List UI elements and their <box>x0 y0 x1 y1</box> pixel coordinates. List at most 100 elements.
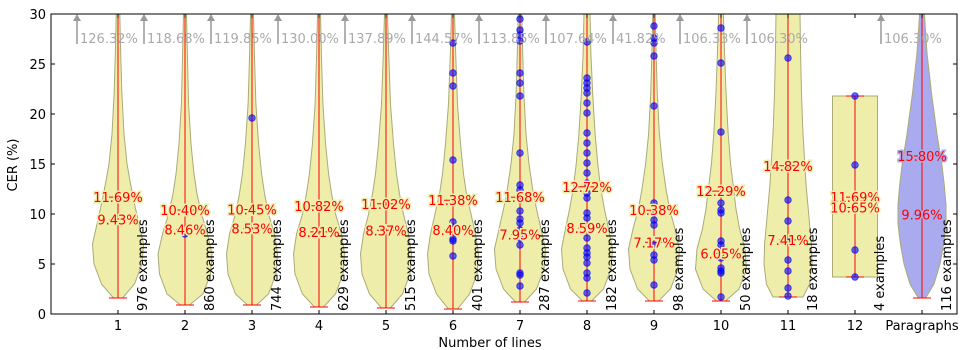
outlier-point <box>583 169 591 177</box>
median-label: 7.17% <box>633 236 674 251</box>
mean-label: 12.29% <box>696 185 746 200</box>
count-label: 98 examples <box>672 227 687 311</box>
outlier-point <box>717 293 725 301</box>
mean-label: 11.68% <box>495 191 545 206</box>
x-tick-label: 5 <box>382 319 390 334</box>
outlier-point <box>583 209 591 217</box>
count-label: 182 examples <box>605 219 620 311</box>
count-label: 116 examples <box>940 219 955 311</box>
outlier-point <box>717 264 725 272</box>
outlier-point <box>583 38 591 46</box>
x-tick-label: 8 <box>583 319 591 334</box>
outlier-point <box>516 282 524 290</box>
outlier-point <box>717 199 725 207</box>
median-label: 8.21% <box>298 226 339 241</box>
median-label: 6.05% <box>700 248 741 263</box>
outlier-point <box>583 149 591 157</box>
outlier-point <box>851 273 859 281</box>
outlier-point <box>516 149 524 157</box>
outlier-point <box>516 26 524 34</box>
x-tick-label: 3 <box>248 319 256 334</box>
count-label: 4 examples <box>873 236 888 311</box>
overflow-arrow-head <box>877 14 885 21</box>
count-label: 744 examples <box>270 219 285 311</box>
x-tick-label: Paragraphs <box>885 319 959 334</box>
outlier-point <box>449 156 457 164</box>
outlier-point <box>449 252 457 260</box>
mean-label: 11.69% <box>93 191 143 206</box>
mean-label: 12.72% <box>562 181 612 196</box>
count-label: 18 examples <box>806 227 821 311</box>
overflow-arrow-head <box>341 14 349 21</box>
median-label: 8.46% <box>164 223 205 238</box>
outlier-point <box>583 244 591 252</box>
outlier-point <box>248 114 256 122</box>
outlier-point <box>650 251 658 259</box>
points-layer <box>181 15 859 301</box>
mean-label: 11.02% <box>361 198 411 213</box>
x-tick-label: 9 <box>650 319 658 334</box>
median-label: 8.59% <box>566 222 607 237</box>
y-axis-label: CER (%) <box>6 139 21 192</box>
outlier-point <box>717 24 725 32</box>
mean-label: 10.40% <box>160 204 210 219</box>
outlier-point <box>516 215 524 223</box>
outlier-point <box>583 224 591 232</box>
median-label: 9.43% <box>97 214 138 229</box>
outlier-point <box>784 284 792 292</box>
count-label: 629 examples <box>337 219 352 311</box>
outlier-point <box>449 69 457 77</box>
outlier-point <box>583 189 591 197</box>
overflow-arrow-head <box>207 14 215 21</box>
outlier-point <box>449 218 457 226</box>
count-label: 860 examples <box>203 219 218 311</box>
median-label: 8.40% <box>432 224 473 239</box>
outlier-point <box>650 34 658 42</box>
outlier-point <box>650 281 658 289</box>
outlier-point <box>784 292 792 300</box>
x-tick-label: 6 <box>449 319 457 334</box>
outlier-point <box>650 22 658 30</box>
median-label: 8.53% <box>231 223 272 238</box>
outlier-point <box>181 230 189 238</box>
outlier-point <box>516 234 524 242</box>
outlier-point <box>717 249 725 257</box>
x-tick-label: 2 <box>181 319 189 334</box>
outlier-point <box>449 235 457 243</box>
count-label: 50 examples <box>739 227 754 311</box>
overflow-label: 106.30% <box>750 32 808 47</box>
outlier-point <box>583 179 591 187</box>
overflow-arrow-head <box>743 14 751 21</box>
median-label: 9.96% <box>901 208 942 223</box>
outlier-point <box>784 237 792 245</box>
outlier-point <box>650 199 658 207</box>
median-label: 10.65% <box>830 202 880 217</box>
y-tick-label: 30 <box>29 8 46 23</box>
outlier-point <box>784 54 792 62</box>
y-tick-label: 20 <box>29 108 46 123</box>
outlier-point <box>717 59 725 67</box>
plot-frame <box>50 13 958 315</box>
overflow-arrow-head <box>542 14 550 21</box>
x-tick-label: 7 <box>516 319 524 334</box>
outlier-point <box>784 196 792 204</box>
x-axis-label: Number of lines <box>438 336 541 350</box>
overflow-arrow-head <box>475 14 483 21</box>
overflow-label: 119.85% <box>214 32 272 47</box>
overflow-arrow-head <box>274 14 282 21</box>
outlier-point <box>784 256 792 264</box>
mean-label: 10.45% <box>227 204 277 219</box>
mean-label: 11.69% <box>830 191 880 206</box>
overflow-label: 137.89% <box>348 32 406 47</box>
outlier-point <box>583 109 591 117</box>
x-tick-label: 4 <box>315 319 323 334</box>
overflow-label: 144.57% <box>415 32 473 47</box>
x-tick-label: 10 <box>713 319 730 334</box>
overflow-label: 107.64% <box>549 32 607 47</box>
y-tick-label: 10 <box>29 208 46 223</box>
count-label: 515 examples <box>404 219 419 311</box>
outlier-point <box>516 207 524 215</box>
mean-label: 15.80% <box>897 150 947 165</box>
